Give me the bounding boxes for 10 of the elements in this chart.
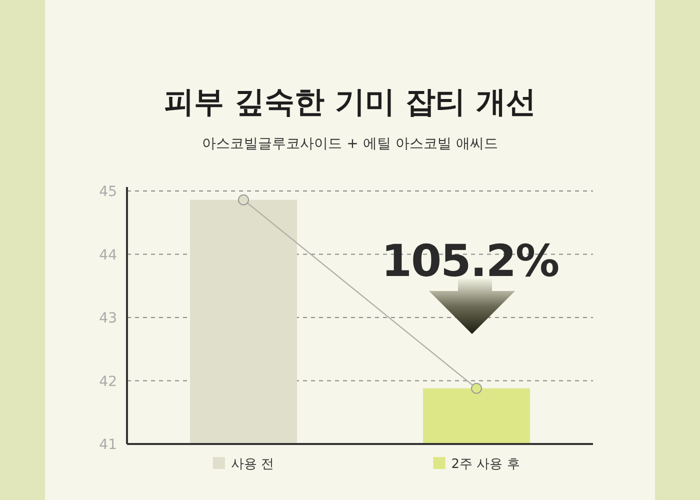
y-tick-label: 43 <box>99 310 117 326</box>
x-tick-label: 2주 사용 후 <box>451 457 520 472</box>
x-tick-label: 사용 전 <box>230 457 274 472</box>
chart-subtitle: 아스코빌글루코사이드 + 에틸 아스코빌 애씨드 <box>202 136 498 152</box>
chart-title: 피부 깊숙한 기미 잡티 개선 <box>164 85 536 120</box>
y-tick-label: 41 <box>99 437 117 453</box>
y-tick-label: 44 <box>99 247 118 264</box>
y-tick-label: 45 <box>99 184 117 200</box>
y-tick-label: 42 <box>99 374 117 390</box>
annotation: 105.2% <box>381 236 559 287</box>
